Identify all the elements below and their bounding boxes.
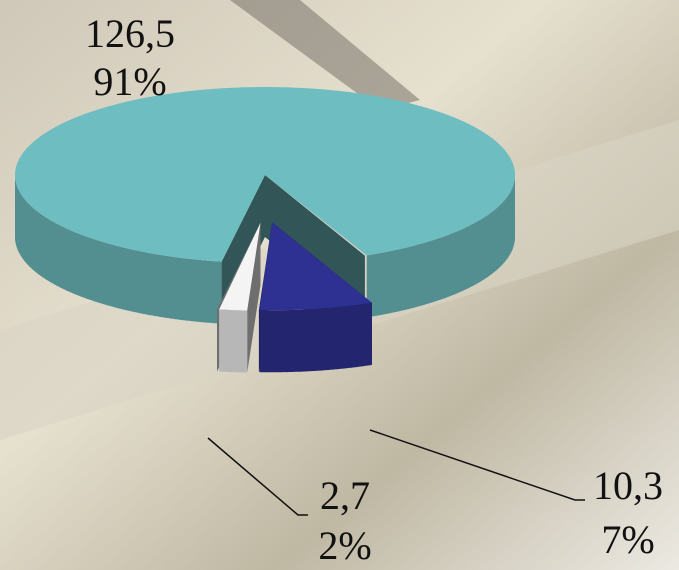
value-label: 10,3: [593, 463, 663, 508]
percent-label: 91%: [93, 59, 166, 104]
pie-slice: [217, 222, 261, 373]
pie-slice: [15, 87, 515, 324]
leader-line: [369, 429, 585, 501]
pie-slice: [258, 222, 372, 373]
background-pen: [230, 0, 420, 110]
slice-top: [15, 87, 515, 262]
slice-wall: [219, 309, 248, 373]
slice-wall: [15, 175, 222, 324]
slice-top: [219, 222, 261, 311]
slice-wall: [259, 302, 372, 373]
percent-label: 2%: [318, 523, 371, 568]
percent-label: 7%: [601, 517, 654, 562]
pie: [15, 87, 515, 373]
leader-line: [207, 437, 308, 516]
slice-wall: [366, 175, 515, 318]
slice-top: [259, 222, 372, 311]
value-label: 126,5: [85, 11, 175, 56]
value-label: 2,7: [320, 473, 370, 518]
